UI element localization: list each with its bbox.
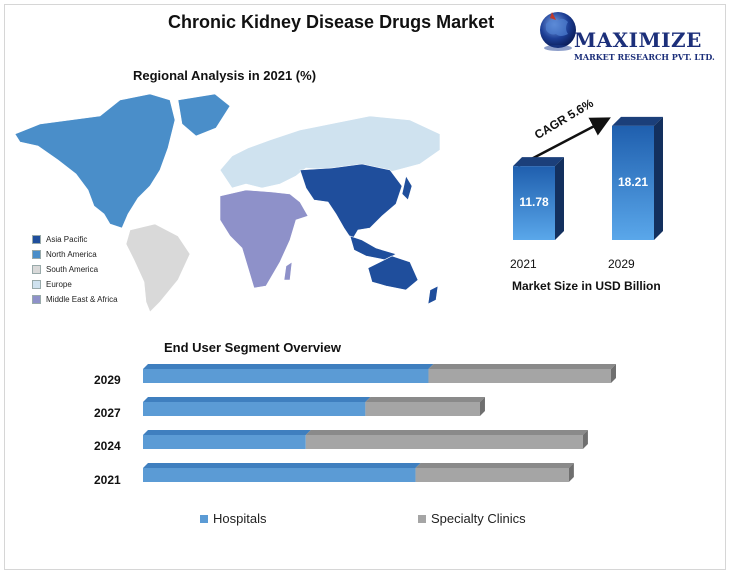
bar-year-label: 2021 (510, 257, 537, 271)
legend-swatch (32, 280, 41, 289)
legend-label: South America (46, 265, 99, 274)
legend-hospitals: Hospitals (200, 511, 266, 526)
page-title: Chronic Kidney Disease Drugs Market (168, 12, 495, 32)
legend-swatch (200, 514, 208, 523)
map-legend: Asia Pacific North America South America… (32, 232, 118, 307)
region-australia (367, 255, 419, 291)
legend-label: Europe (46, 280, 72, 289)
map-legend-item: Middle East & Africa (32, 292, 118, 307)
region-new-zealand (427, 285, 439, 305)
legend-swatch (32, 250, 41, 259)
end-user-title: End User Segment Overview (164, 340, 342, 355)
region-greenland (177, 93, 231, 137)
legend-swatch (32, 235, 41, 244)
region-madagascar (283, 261, 293, 281)
bar-value-label: 18.21 (617, 174, 649, 189)
region-southeast-asia (349, 235, 397, 261)
market-size-caption: Market Size in USD Billion (512, 279, 661, 293)
region-south-america (125, 223, 191, 313)
legend-specialty-clinics: Specialty Clinics (418, 511, 526, 526)
bar-year-label: 2029 (608, 257, 635, 271)
category-label: 2027 (94, 406, 121, 420)
category-label: 2021 (94, 473, 121, 487)
map-legend-item: Europe (32, 277, 118, 292)
legend-label: North America (46, 250, 97, 259)
legend-label: Middle East & Africa (46, 295, 118, 304)
legend-label: Specialty Clinics (431, 511, 526, 526)
legend-swatch (418, 514, 426, 523)
region-middle-east-africa (219, 189, 309, 289)
bar-value-label: 11.78 (519, 195, 549, 210)
globe-icon (540, 12, 576, 51)
legend-label: Hospitals (213, 511, 267, 526)
company-logo: MAXIMIZE MARKET RESEARCH PVT. LTD. (538, 8, 728, 68)
legend-swatch (32, 265, 41, 274)
world-map (14, 93, 441, 313)
category-label: 2029 (94, 373, 121, 387)
legend-label: Asia Pacific (46, 235, 88, 244)
logo-name: MAXIMIZE (574, 28, 702, 52)
map-legend-item: North America (32, 247, 118, 262)
map-legend-item: South America (32, 262, 118, 277)
category-label: 2024 (94, 439, 121, 453)
map-title: Regional Analysis in 2021 (%) (133, 68, 317, 83)
region-north-america (14, 93, 176, 229)
logo-subtitle: MARKET RESEARCH PVT. LTD. (574, 52, 715, 62)
map-legend-item: Asia Pacific (32, 232, 118, 247)
legend-swatch (32, 295, 41, 304)
region-japan (401, 175, 413, 201)
infographic-frame (4, 4, 726, 570)
region-asia-pacific (299, 163, 403, 241)
